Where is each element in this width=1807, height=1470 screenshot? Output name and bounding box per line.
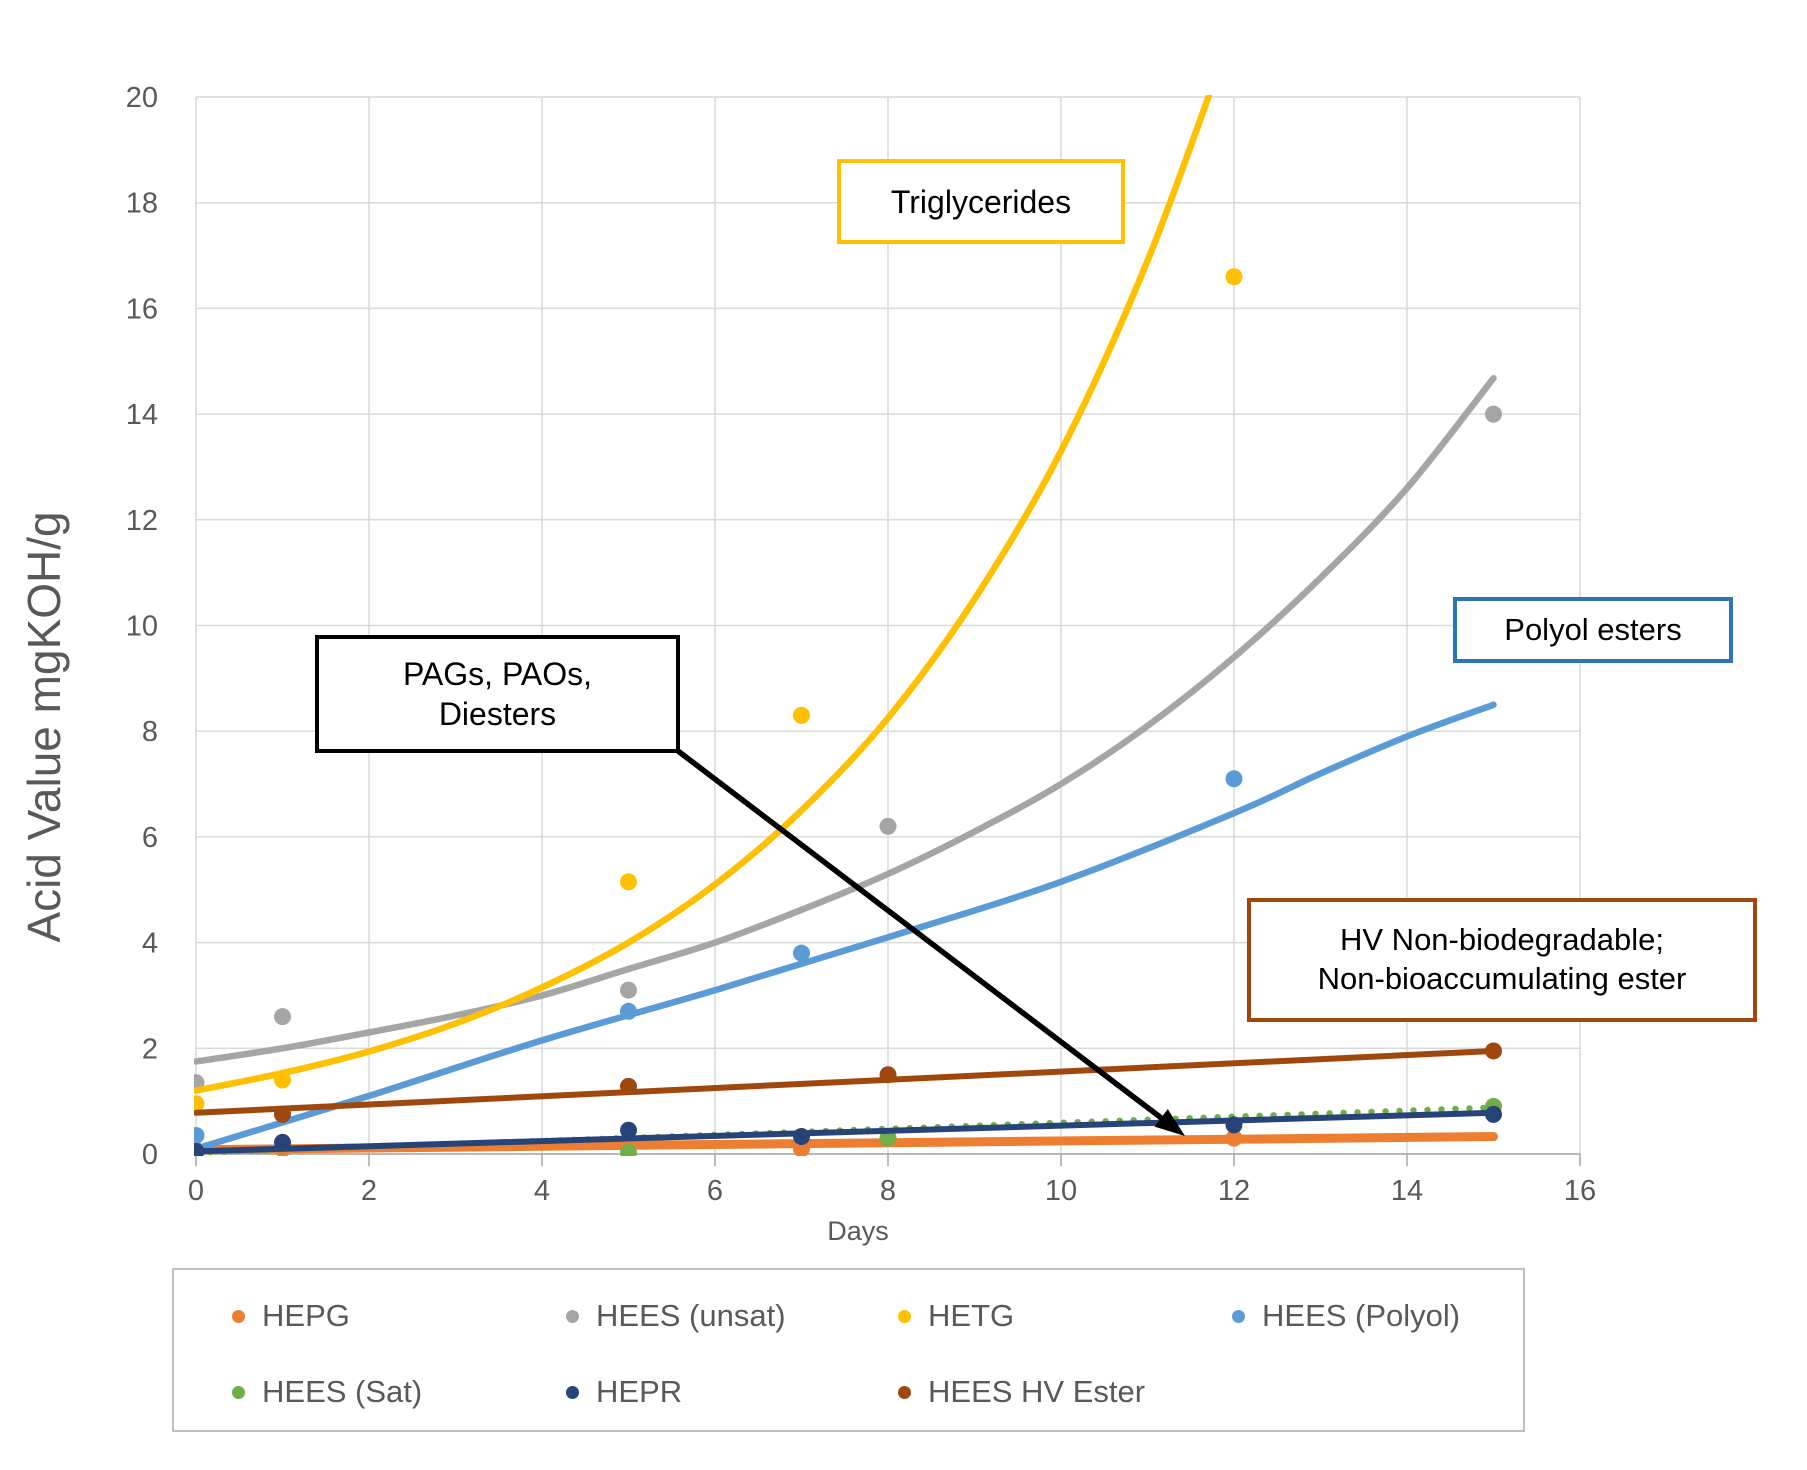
data-point-HEES (Polyol)	[194, 1127, 205, 1144]
legend-label-hees-polyol: HEES (Polyol)	[1262, 1298, 1461, 1333]
data-point-HEPR	[274, 1133, 291, 1151]
y-tick-label: 4	[142, 928, 158, 960]
series-line-HETG	[194, 95, 1213, 1094]
data-point-HEPR	[620, 1121, 637, 1139]
y-tick-label: 2	[142, 1033, 158, 1065]
y-tick-label: 18	[126, 188, 158, 220]
legend-label-hetg: HETG	[928, 1298, 1015, 1333]
x-tick-label: 6	[707, 1175, 723, 1207]
data-point-HEES (Sat)	[620, 1143, 637, 1156]
series-line-HEES (unsat)	[194, 374, 1497, 1065]
annotation-pags-line1: PAGs, PAOs,	[402, 656, 593, 692]
x-tick-label: 14	[1391, 1175, 1423, 1207]
series-HETG	[194, 95, 1243, 1113]
data-point-HEES (Polyol)	[793, 944, 810, 962]
series-line-HEPR	[194, 1109, 1497, 1155]
data-point-HEPR	[793, 1128, 810, 1146]
legend-item-hepr: HEPR	[566, 1374, 683, 1409]
annotation-polyol-esters: Polyol esters	[1453, 597, 1733, 663]
data-point-HEES HV Ester	[1485, 1042, 1502, 1060]
legend-marker-hepg	[232, 1309, 245, 1323]
legend-item-hees-polyol: HEES (Polyol)	[1232, 1298, 1461, 1333]
legend-marker-hetg	[898, 1309, 911, 1323]
series-line-HEES HV Ester	[194, 1047, 1497, 1116]
legend-item-hees-hv-ester: HEES HV Ester	[898, 1374, 1146, 1409]
legend-item-hetg: HETG	[898, 1298, 1015, 1333]
y-tick-label: 14	[126, 399, 158, 431]
legend-item-hees-sat: HEES (Sat)	[232, 1374, 423, 1409]
chart-legend: HEPG HEES (unsat) HETG HEES (Polyol) HEE…	[172, 1268, 1525, 1432]
data-point-HEES (unsat)	[879, 817, 897, 835]
legend-label-hepr: HEPR	[596, 1374, 683, 1409]
data-point-HEES (unsat)	[274, 1008, 291, 1026]
y-tick-label: 12	[126, 505, 158, 537]
data-point-HEES (Polyol)	[1225, 770, 1243, 788]
legend-marker-hees-hv-ester	[898, 1385, 911, 1399]
x-tick-label: 16	[1564, 1175, 1596, 1207]
data-point-HETG	[620, 873, 637, 891]
legend-item-hees-unsat: HEES (unsat)	[566, 1298, 786, 1333]
y-tick-label: 0	[142, 1139, 158, 1171]
y-axis-title: Acid Value mgKOH/g	[18, 511, 70, 942]
data-point-HEPR	[194, 1142, 205, 1156]
data-point-HETG	[274, 1071, 291, 1089]
legend-marker-hees-polyol	[1232, 1309, 1245, 1323]
pags-annotation-arrow	[676, 748, 1185, 1136]
series-HEES HV Ester	[194, 1042, 1502, 1123]
tick-labels: 0 2 4 6 8 10 12 14 16 18 20 0 2 4 6 8 10 12 14 16	[126, 82, 1596, 1207]
annotation-pags-line2: Diesters	[438, 696, 557, 732]
data-point-HEES HV Ester	[620, 1077, 637, 1095]
y-tick-label: 10	[126, 611, 158, 643]
data-point-HETG	[194, 1095, 205, 1113]
annotation-polyol-text: Polyol esters	[1504, 611, 1682, 647]
data-point-HEPG	[793, 1140, 810, 1156]
annotation-triglycerides: Triglycerides	[837, 159, 1125, 244]
series-HEPR	[194, 1105, 1502, 1156]
y-tick-label: 16	[126, 293, 158, 325]
legend-label-hees-sat: HEES (Sat)	[262, 1374, 423, 1409]
y-tick-label: 8	[142, 716, 158, 748]
x-tick-label: 0	[188, 1175, 204, 1207]
annotation-triglycerides-text: Triglycerides	[890, 183, 1072, 220]
data-point-HEPR	[1225, 1116, 1243, 1134]
x-tick-label: 4	[534, 1175, 550, 1207]
gridlines	[195, 96, 1581, 1155]
x-tick-label: 12	[1218, 1175, 1250, 1207]
data-point-HEES (unsat)	[1485, 405, 1502, 423]
legend-label-hees-unsat: HEES (unsat)	[596, 1298, 786, 1333]
x-axis-title: Days	[827, 1216, 889, 1246]
x-tick-label: 2	[361, 1175, 377, 1207]
annotation-pags-paos-diesters: PAGs, PAOs, Diesters	[315, 635, 680, 753]
legend-item-hepg: HEPG	[232, 1298, 350, 1333]
x-axis	[195, 1153, 1581, 1166]
legend-label-hepg: HEPG	[262, 1298, 350, 1333]
series-line-HEES (Polyol)	[194, 701, 1497, 1152]
y-tick-label: 6	[142, 822, 158, 854]
legend-label-hees-hv-ester: HEES HV Ester	[928, 1374, 1146, 1409]
legend-marker-hees-unsat	[566, 1309, 579, 1323]
data-point-HEPG	[1225, 1129, 1243, 1147]
data-point-HEES HV Ester	[879, 1066, 897, 1084]
x-tick-label: 10	[1045, 1175, 1077, 1207]
x-tick-label: 8	[880, 1175, 896, 1207]
y-tick-label: 20	[126, 82, 158, 114]
annotation-hv-line1: HV Non-biodegradable;	[1340, 922, 1664, 958]
data-point-HEES HV Ester	[274, 1105, 291, 1123]
data-point-HEES (Polyol)	[620, 1002, 637, 1020]
data-point-HEPR	[1485, 1105, 1502, 1123]
annotation-hv-line2: Non-bioaccumulating ester	[1317, 961, 1687, 996]
data-point-HEES (unsat)	[620, 981, 637, 999]
annotation-hv-ester: HV Non-biodegradable; Non-bioaccumulatin…	[1247, 898, 1757, 1022]
data-point-HETG	[1225, 268, 1243, 286]
legend-marker-hees-sat	[232, 1385, 245, 1399]
legend-marker-hepr	[566, 1385, 579, 1399]
series-HEES (unsat)	[194, 374, 1502, 1092]
data-point-HETG	[793, 706, 810, 724]
